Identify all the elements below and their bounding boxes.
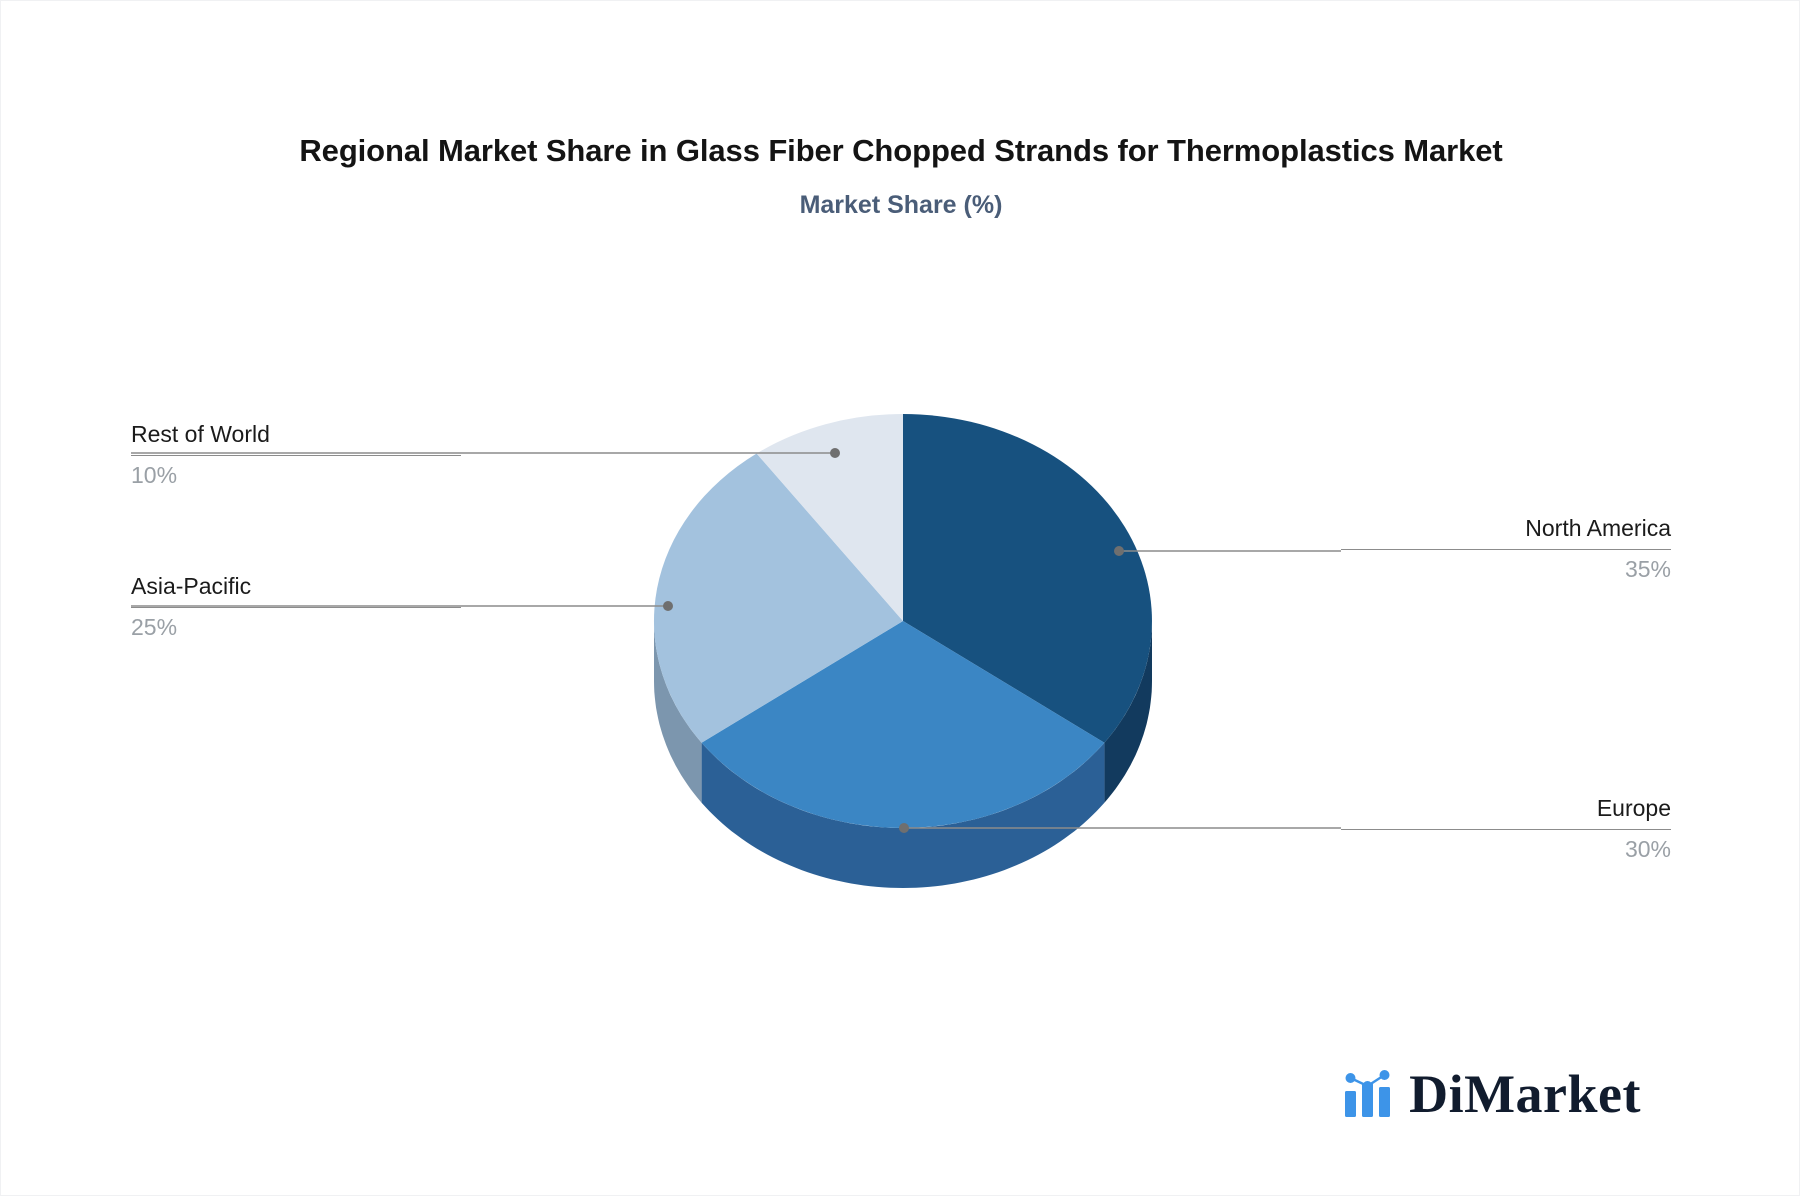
callout-rule [131,607,461,608]
callout-value-asia-pacific: 25% [131,614,178,640]
callout-label-rest-of-world: Rest of World [131,421,270,447]
callout-rule [1341,549,1671,550]
pie-top-face [653,414,1152,828]
pie-chart-svg [653,414,1152,888]
callout-label-asia-pacific: Asia-Pacific [131,573,252,599]
pie-side-asia-pacific [654,621,702,803]
callout-value-europe: 30% [1624,836,1671,862]
chart-subtitle: Market Share (%) [799,191,1003,219]
pie-side-north-america [1104,621,1152,803]
callout-north-america[interactable]: North America 35% [1341,513,1671,584]
pie-side-europe [701,742,1105,888]
callout-rule [1341,829,1671,830]
callout-value-rest-of-world: 10% [131,462,178,488]
callout-rule [131,455,461,456]
pie-slice-north-america[interactable] [903,414,1152,743]
pie-depth-walls [654,621,1152,888]
pie-slice-asia-pacific[interactable] [653,453,903,743]
page-title: Regional Market Share in Glass Fiber Cho… [299,133,1503,168]
callout-value-north-america: 35% [1624,556,1671,582]
pie-slice-rest-of-world[interactable] [756,414,903,621]
callout-asia-pacific[interactable]: Asia-Pacific 25% [131,571,461,642]
callout-europe[interactable]: Europe 30% [1341,793,1671,864]
bar-chart-icon [1345,1070,1391,1117]
callout-label-north-america: North America [1525,515,1671,541]
brand-logo: DiMarket [1343,1067,1641,1121]
brand-name: DiMarket [1409,1064,1641,1124]
pie-chart [573,371,1233,991]
pie-slice-europe[interactable] [701,621,1105,828]
callout-rest-of-world[interactable]: Rest of World 10% [131,419,461,490]
callout-label-europe: Europe [1596,795,1671,821]
